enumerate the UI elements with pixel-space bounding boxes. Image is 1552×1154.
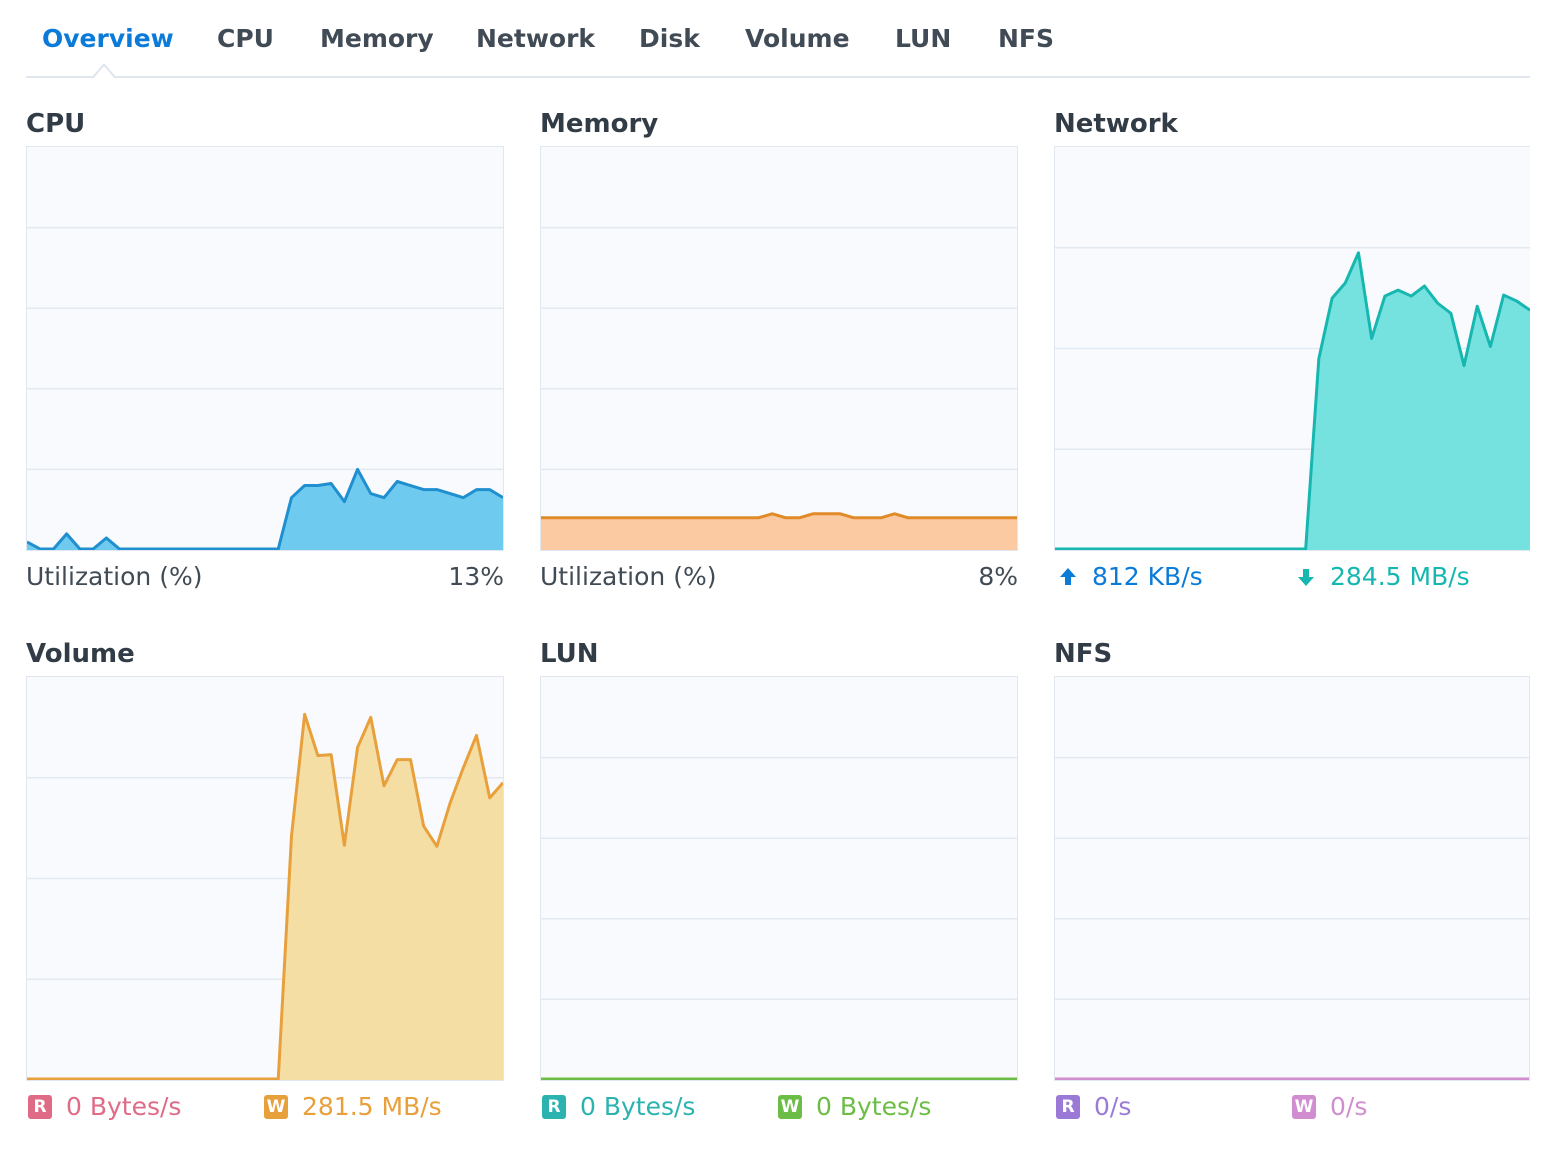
volume-write-value: 281.5 MB/s bbox=[302, 1092, 442, 1121]
network-panel-title: Network bbox=[1054, 109, 1178, 139]
volume-panel-title: Volume bbox=[26, 639, 135, 669]
nfs-write-badge: W bbox=[1292, 1094, 1316, 1119]
network-download: 284.5 MB/s bbox=[1292, 562, 1470, 591]
volume-write: W 281.5 MB/s bbox=[264, 1092, 442, 1121]
nfs-chart-svg bbox=[1055, 756, 1529, 1080]
lun-write-badge: W bbox=[778, 1094, 802, 1119]
nfs-panel-title: NFS bbox=[1054, 639, 1113, 669]
lun-read-badge: R bbox=[542, 1094, 566, 1119]
upload-arrow-icon bbox=[1060, 567, 1076, 585]
network-chart bbox=[1054, 146, 1530, 551]
volume-chart bbox=[26, 676, 504, 1081]
volume-read: R 0 Bytes/s bbox=[28, 1092, 181, 1121]
lun-panel-title: LUN bbox=[540, 639, 599, 669]
network-series-line bbox=[1055, 251, 1530, 550]
lun-chart-svg bbox=[541, 756, 1017, 1080]
tab-bar: Overview CPU Memory Network Disk Volume … bbox=[26, 0, 1530, 78]
download-arrow-icon bbox=[1298, 568, 1314, 586]
tab-cpu[interactable]: CPU bbox=[217, 24, 274, 53]
network-upload-value: 812 KB/s bbox=[1092, 562, 1203, 591]
cpu-series-area bbox=[27, 469, 503, 550]
cpu-chart-svg bbox=[27, 226, 503, 550]
cpu-utilization-value: 13% bbox=[448, 562, 504, 591]
volume-series-line bbox=[27, 712, 503, 1080]
memory-chart bbox=[540, 146, 1018, 551]
network-series-area bbox=[1055, 252, 1530, 550]
tab-lun[interactable]: LUN bbox=[895, 24, 952, 53]
cpu-utilization-label: Utilization (%) bbox=[26, 562, 203, 591]
volume-series-area bbox=[27, 714, 503, 1080]
tab-memory[interactable]: Memory bbox=[320, 24, 434, 53]
lun-stats: R 0 Bytes/s W 0 Bytes/s bbox=[540, 1092, 1018, 1128]
tab-disk[interactable]: Disk bbox=[639, 24, 700, 53]
tab-nfs[interactable]: NFS bbox=[998, 24, 1055, 53]
lun-write: W 0 Bytes/s bbox=[778, 1092, 931, 1121]
volume-chart-svg bbox=[27, 712, 503, 1080]
nfs-stats: R 0/s W 0/s bbox=[1054, 1092, 1532, 1128]
volume-write-badge: W bbox=[264, 1094, 288, 1119]
nfs-write: W 0/s bbox=[1292, 1092, 1367, 1121]
volume-read-badge: R bbox=[28, 1094, 52, 1119]
tab-network[interactable]: Network bbox=[476, 24, 596, 53]
cpu-panel-title: CPU bbox=[26, 109, 86, 139]
memory-series-line bbox=[541, 512, 1017, 520]
nfs-write-value: 0/s bbox=[1330, 1092, 1368, 1121]
lun-chart bbox=[540, 676, 1018, 1081]
tab-volume[interactable]: Volume bbox=[745, 24, 850, 53]
volume-read-value: 0 Bytes/s bbox=[66, 1092, 182, 1121]
nfs-read-value: 0/s bbox=[1094, 1092, 1132, 1121]
network-stats: 812 KB/s 284.5 MB/s bbox=[1054, 562, 1532, 598]
cpu-chart bbox=[26, 146, 504, 551]
lun-read-value: 0 Bytes/s bbox=[580, 1092, 696, 1121]
nfs-read-badge: R bbox=[1056, 1094, 1080, 1119]
network-chart-svg bbox=[1055, 247, 1530, 550]
nfs-chart bbox=[1054, 676, 1530, 1081]
network-download-value: 284.5 MB/s bbox=[1330, 562, 1470, 591]
lun-read: R 0 Bytes/s bbox=[542, 1092, 695, 1121]
memory-utilization-value: 8% bbox=[978, 562, 1018, 591]
memory-series-area bbox=[541, 513, 1017, 550]
cpu-stats: Utilization (%) 13% bbox=[26, 562, 504, 598]
network-upload: 812 KB/s bbox=[1054, 562, 1203, 591]
memory-utilization-label: Utilization (%) bbox=[540, 562, 717, 591]
lun-write-value: 0 Bytes/s bbox=[816, 1092, 932, 1121]
volume-stats: R 0 Bytes/s W 281.5 MB/s bbox=[26, 1092, 504, 1128]
tab-overview[interactable]: Overview bbox=[42, 24, 174, 53]
nfs-read: R 0/s bbox=[1056, 1092, 1131, 1121]
cpu-series-line bbox=[27, 467, 503, 550]
memory-stats: Utilization (%) 8% bbox=[540, 562, 1018, 598]
memory-chart-svg bbox=[541, 226, 1017, 550]
memory-panel-title: Memory bbox=[540, 109, 659, 139]
